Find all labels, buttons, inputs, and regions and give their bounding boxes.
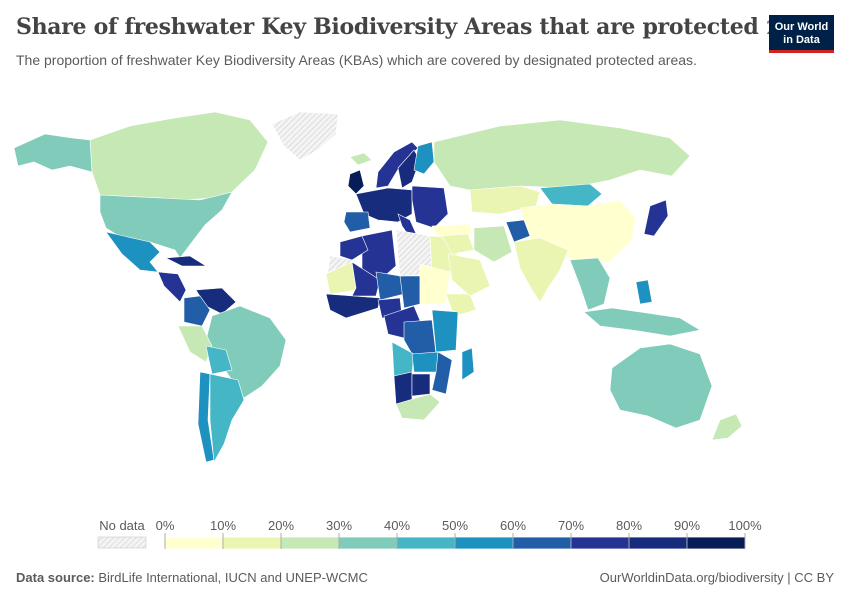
region-chad[interactable] (399, 275, 421, 309)
region-algeria[interactable] (361, 229, 397, 281)
legend-bin-30-40[interactable] (338, 536, 398, 550)
region-west-africa[interactable] (325, 293, 381, 319)
legend-no-data-label: No data (99, 518, 145, 533)
source-label: Data source: (16, 570, 95, 585)
legend-tick-label: 90% (674, 518, 700, 533)
region-dr-congo[interactable] (403, 319, 437, 355)
region-united-states[interactable] (99, 191, 233, 259)
region-peru[interactable] (177, 325, 213, 363)
legend-tick-label: 80% (616, 518, 642, 533)
region-india[interactable] (513, 237, 569, 303)
region-mongolia[interactable] (539, 183, 603, 207)
region-east-africa[interactable] (431, 309, 459, 353)
legend-bin-80-90[interactable] (628, 536, 688, 550)
legend-tick-label: 100% (728, 518, 762, 533)
region-middle-east[interactable] (441, 233, 475, 255)
data-source: Data source: BirdLife International, IUC… (16, 570, 368, 585)
legend-tick-label: 50% (442, 518, 468, 533)
region-greenland[interactable] (271, 111, 339, 161)
chart-subtitle: The proportion of freshwater Key Biodive… (16, 52, 697, 68)
legend-tick-label: 70% (558, 518, 584, 533)
region-south-africa[interactable] (395, 393, 441, 421)
region-colombia[interactable] (183, 295, 211, 327)
legend-bin-70-80[interactable] (570, 536, 630, 550)
region-bolivia[interactable] (205, 345, 233, 375)
title-text: Share of freshwater Key Biodiversity Are… (16, 14, 759, 40)
region-afghanistan[interactable] (505, 219, 531, 243)
region-indonesia[interactable] (583, 307, 701, 337)
region-madagascar[interactable] (461, 347, 475, 381)
region-sudan[interactable] (419, 263, 451, 305)
region-iran[interactable] (473, 225, 513, 263)
region-cuba[interactable] (164, 255, 208, 267)
region-argentina[interactable] (209, 373, 245, 463)
region-mexico[interactable] (105, 231, 161, 273)
legend-bin-20-30[interactable] (280, 536, 340, 550)
region-zambia[interactable] (411, 351, 439, 373)
region-ethiopia[interactable] (445, 293, 477, 317)
region-japan[interactable] (643, 199, 669, 237)
legend-tick-label: 60% (500, 518, 526, 533)
legend-tick-label: 40% (384, 518, 410, 533)
source-url-link[interactable]: OurWorldinData.org/biodiversity | CC BY (599, 570, 834, 585)
legend-no-data-swatch (97, 536, 147, 549)
chart-title: Share of freshwater Key Biodiversity Are… (16, 14, 813, 40)
legend-bin-40-50[interactable] (396, 536, 456, 550)
region-alaska[interactable] (13, 133, 93, 173)
region-philippines[interactable] (635, 279, 653, 305)
legend-tick-label: 20% (268, 518, 294, 533)
legend-tick-label: 0% (156, 518, 175, 533)
region-namibia[interactable] (393, 371, 413, 405)
region-iceland[interactable] (349, 152, 373, 166)
logo-line-1: Our World (774, 21, 829, 33)
legend-bin-90-100[interactable] (686, 536, 746, 550)
legend-tick-label: 30% (326, 518, 352, 533)
region-finland[interactable] (413, 141, 435, 175)
region-united-kingdom[interactable] (347, 169, 365, 195)
region-saudi-arabia[interactable] (447, 253, 491, 297)
legend-bin-50-60[interactable] (454, 536, 514, 550)
owid-logo[interactable]: Our World in Data (769, 15, 834, 53)
region-botswana[interactable] (411, 373, 431, 397)
legend-bin-0-10[interactable] (164, 536, 224, 550)
region-canada[interactable] (89, 111, 269, 201)
legend-bin-60-70[interactable] (512, 536, 572, 550)
region-spain[interactable] (343, 211, 371, 233)
region-morocco[interactable] (339, 235, 369, 261)
source-text: BirdLife International, IUCN and UNEP-WC… (98, 570, 368, 585)
region-mali[interactable] (351, 261, 381, 297)
logo-line-2: in Data (783, 34, 820, 46)
world-map (13, 111, 743, 463)
map-regions (13, 111, 743, 463)
logo-accent-bar (769, 50, 834, 53)
map-legend: No data 0% 10% 20% 30% 40% 50% 60% 70% 80% 90% 100… (97, 518, 762, 550)
region-australia[interactable] (609, 343, 713, 429)
region-mozambique[interactable] (431, 351, 453, 395)
legend-tick-label: 10% (210, 518, 236, 533)
legend-ticks: 0% 10% 20% 30% 40% 50% 60% 70% 80% 90% 100% (156, 518, 762, 549)
legend-bin-10-20[interactable] (222, 536, 282, 550)
region-central-america[interactable] (157, 271, 187, 303)
region-russia[interactable] (433, 119, 691, 191)
region-eastern-europe[interactable] (411, 185, 449, 229)
region-new-zealand[interactable] (711, 413, 743, 441)
region-southeast-asia[interactable] (569, 257, 611, 311)
